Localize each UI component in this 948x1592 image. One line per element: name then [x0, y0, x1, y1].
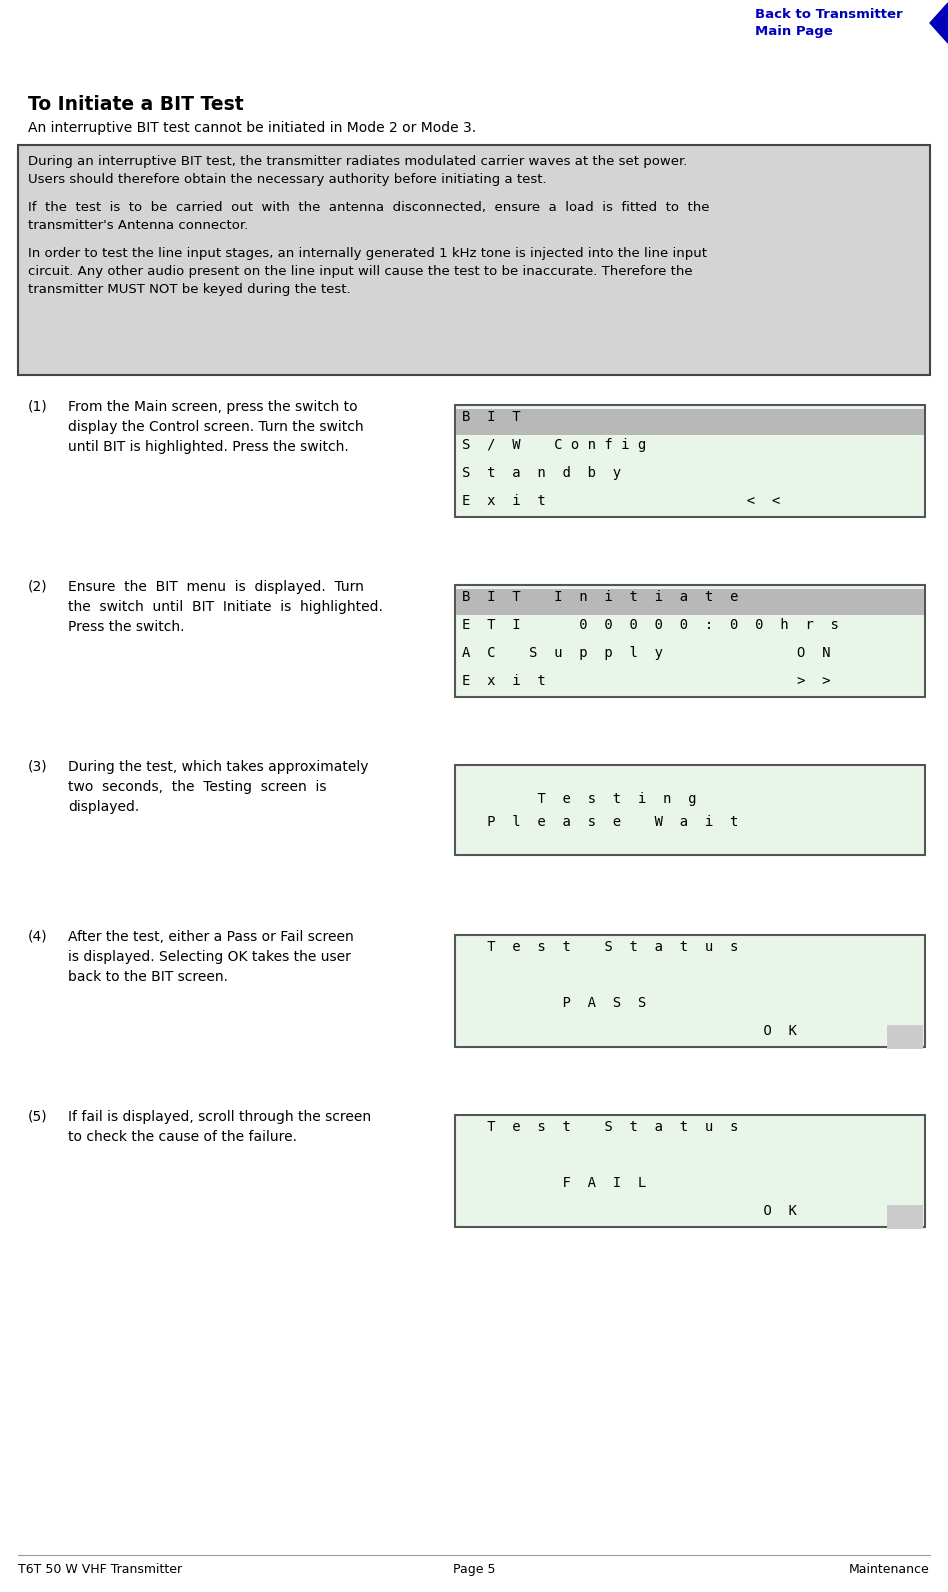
Bar — [455, 935, 925, 1048]
Text: F  A  I  L: F A I L — [462, 1176, 647, 1189]
Text: E  x  i  t                        <  <: E x i t < < — [462, 494, 780, 508]
Text: To Initiate a BIT Test: To Initiate a BIT Test — [28, 96, 244, 115]
Text: transmitter MUST NOT be keyed during the test.: transmitter MUST NOT be keyed during the… — [28, 283, 351, 296]
Text: Back to Transmitter: Back to Transmitter — [755, 8, 902, 21]
Text: An interruptive BIT test cannot be initiated in Mode 2 or Mode 3.: An interruptive BIT test cannot be initi… — [28, 121, 476, 135]
Bar — [18, 145, 930, 376]
Text: Page 5: Page 5 — [453, 1563, 495, 1576]
Text: From the Main screen, press the switch to
display the Control screen. Turn the s: From the Main screen, press the switch t… — [68, 400, 364, 454]
Text: B  I  T    I  n  i  t  i  a  t  e: B I T I n i t i a t e — [462, 591, 738, 603]
Text: After the test, either a Pass or Fail screen
is displayed. Selecting OK takes th: After the test, either a Pass or Fail sc… — [68, 930, 354, 984]
Text: transmitter's Antenna connector.: transmitter's Antenna connector. — [28, 220, 248, 232]
Bar — [455, 766, 925, 855]
Text: circuit. Any other audio present on the line input will cause the test to be ina: circuit. Any other audio present on the … — [28, 264, 693, 279]
Bar — [455, 404, 925, 517]
Bar — [456, 409, 924, 435]
Bar — [887, 1205, 923, 1229]
Text: S  t  a  n  d  b  y: S t a n d b y — [462, 466, 621, 481]
Text: E  T  I       0  0  0  0  0  :  0  0  h  r  s: E T I 0 0 0 0 0 : 0 0 h r s — [462, 618, 839, 632]
Text: (3): (3) — [28, 759, 47, 774]
Text: In order to test the line input stages, an internally generated 1 kHz tone is in: In order to test the line input stages, … — [28, 247, 707, 259]
Text: P  l  e  a  s  e    W  a  i  t: P l e a s e W a i t — [462, 815, 738, 829]
Bar — [456, 589, 924, 615]
Text: S  /  W    C o n f i g: S / W C o n f i g — [462, 438, 647, 452]
Text: During the test, which takes approximately
two  seconds,  the  Testing  screen  : During the test, which takes approximate… — [68, 759, 369, 814]
Text: T  e  s  t  i  n  g: T e s t i n g — [462, 793, 697, 807]
Bar — [455, 584, 925, 697]
Text: (2): (2) — [28, 579, 47, 594]
Text: If  the  test  is  to  be  carried  out  with  the  antenna  disconnected,  ensu: If the test is to be carried out with th… — [28, 201, 709, 213]
Text: (4): (4) — [28, 930, 47, 944]
Text: If fail is displayed, scroll through the screen
to check the cause of the failur: If fail is displayed, scroll through the… — [68, 1110, 371, 1145]
Polygon shape — [930, 3, 948, 43]
Text: O  K: O K — [462, 1204, 797, 1218]
Text: Maintenance: Maintenance — [849, 1563, 930, 1576]
Text: Users should therefore obtain the necessary authority before initiating a test.: Users should therefore obtain the necess… — [28, 174, 547, 186]
Text: T  e  s  t    S  t  a  t  u  s: T e s t S t a t u s — [462, 939, 738, 954]
Text: During an interruptive BIT test, the transmitter radiates modulated carrier wave: During an interruptive BIT test, the tra… — [28, 154, 687, 169]
Bar — [887, 1025, 923, 1049]
Text: (5): (5) — [28, 1110, 47, 1124]
Text: T  e  s  t    S  t  a  t  u  s: T e s t S t a t u s — [462, 1121, 738, 1134]
Text: P  A  S  S: P A S S — [462, 997, 647, 1009]
Text: Ensure  the  BIT  menu  is  displayed.  Turn
the  switch  until  BIT  Initiate  : Ensure the BIT menu is displayed. Turn t… — [68, 579, 383, 634]
Bar — [455, 1114, 925, 1227]
Text: E  x  i  t                              >  >: E x i t > > — [462, 673, 830, 688]
Text: Main Page: Main Page — [755, 25, 832, 38]
Text: O  K: O K — [462, 1024, 797, 1038]
Text: A  C    S  u  p  p  l  y                O  N: A C S u p p l y O N — [462, 646, 830, 661]
Text: T6T 50 W VHF Transmitter: T6T 50 W VHF Transmitter — [18, 1563, 182, 1576]
Text: B  I  T: B I T — [462, 411, 520, 423]
Text: (1): (1) — [28, 400, 47, 414]
